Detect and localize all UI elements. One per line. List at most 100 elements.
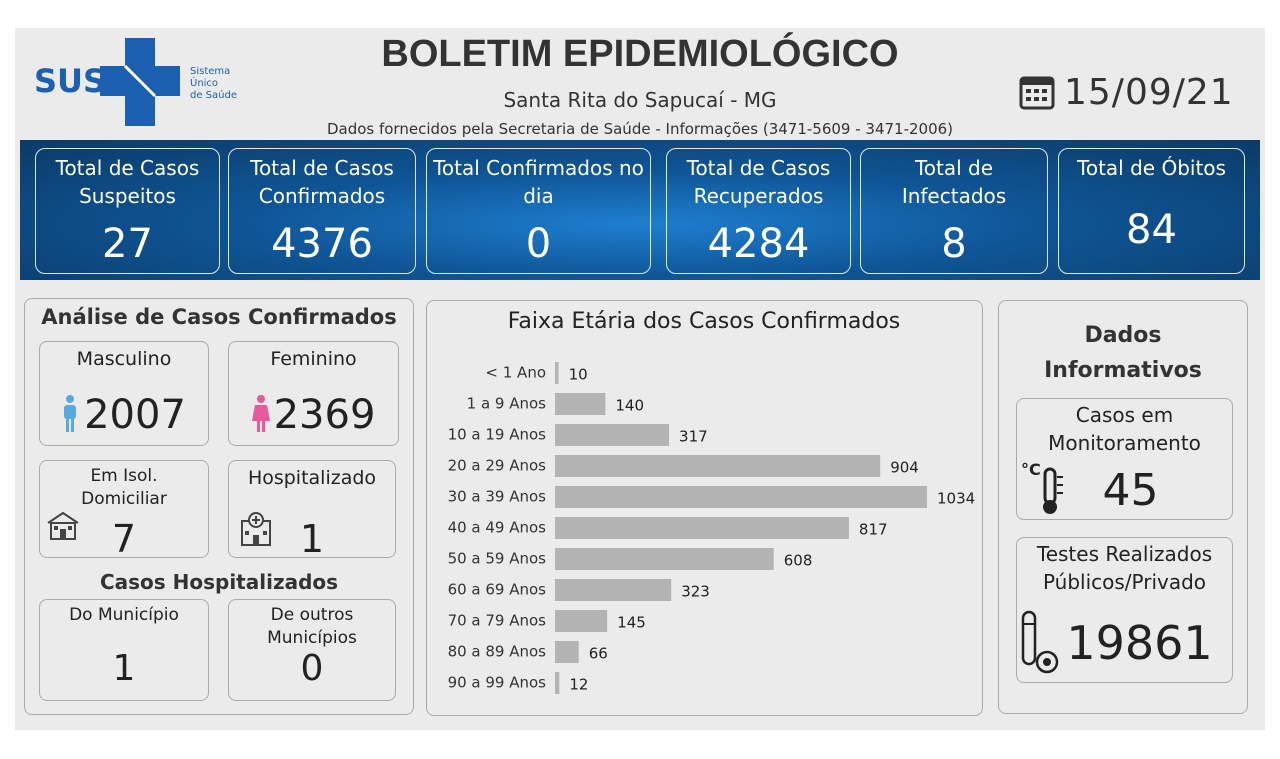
total-value: 4376 — [271, 221, 373, 267]
icon — [252, 395, 270, 432]
category-label: < 1 Ano — [485, 364, 546, 382]
icon — [64, 395, 76, 432]
value-label: 608 — [784, 552, 813, 570]
category-label: 20 a 29 Anos — [448, 457, 547, 475]
stat-label: Em Isol. Domiciliar — [81, 466, 167, 509]
category-label: 50 a 59 Anos — [448, 550, 547, 568]
stat-box: Feminino 2369 — [228, 341, 399, 446]
info-box: Casos em Monitoramento 45 °C — [1016, 398, 1233, 520]
total-label: Total de Óbitos — [1077, 156, 1226, 180]
bar — [555, 362, 559, 384]
total-value: 4284 — [707, 221, 810, 267]
category-label: 1 a 9 Anos — [467, 395, 547, 413]
stat-box: Hospitalizado 1 — [228, 460, 396, 561]
total-box: Total de Óbitos 84 — [1058, 148, 1245, 274]
value-label: 66 — [589, 645, 608, 663]
total-label: Total de Casos Confirmados — [250, 156, 394, 208]
stat-label: Masculino — [76, 348, 172, 370]
info-panel — [998, 300, 1248, 714]
category-label: 40 a 49 Anos — [448, 519, 547, 537]
bar — [555, 579, 672, 601]
total-value: 27 — [102, 221, 153, 267]
total-box: Total de Casos Confirmados 4376 — [228, 148, 416, 274]
category-label: 60 a 69 Anos — [448, 581, 547, 599]
calendar-icon — [1019, 76, 1055, 110]
bar — [555, 486, 927, 508]
chart-title: Faixa Etária dos Casos Confirmados — [508, 309, 901, 334]
logo-sub: Sistema — [190, 66, 230, 77]
stat-label: Do Município — [69, 605, 179, 625]
info-label: Testes Realizados Públicos/Privado — [1036, 542, 1213, 594]
total-box: Total Confirmados no dia 0 — [426, 148, 651, 274]
icon — [46, 511, 80, 545]
info-box: Testes Realizados Públicos/Privado 19861 — [1016, 537, 1233, 683]
logo-sub: de Saúde — [190, 89, 237, 101]
value-label: 317 — [679, 428, 708, 446]
stat-value: 2369 — [273, 392, 376, 438]
analysis-panel — [24, 298, 414, 715]
icon: °C — [1021, 460, 1063, 514]
icon — [1019, 610, 1063, 684]
total-box: Total de Casos Recuperados 4284 — [666, 148, 851, 274]
panel-title: Dados Informativos — [1044, 323, 1202, 383]
stat-box: Em Isol. Domiciliar 7 — [39, 460, 209, 561]
icon — [239, 511, 273, 551]
category-label: 10 a 19 Anos — [448, 426, 547, 444]
value-label: 12 — [569, 676, 588, 694]
bar — [555, 517, 849, 539]
value-label: 817 — [859, 521, 888, 539]
panel-title: Análise de Casos Confirmados — [41, 305, 397, 329]
category-label: 90 a 99 Anos — [448, 674, 547, 692]
icon — [1021, 610, 1059, 674]
bar — [555, 641, 579, 663]
total-value: 8 — [941, 221, 967, 267]
info-label: Casos em Monitoramento — [1048, 403, 1201, 455]
icon — [251, 394, 271, 438]
title: BOLETIM EPIDEMIOLÓGICO — [381, 33, 899, 75]
chart: Faixa Etária dos Casos Confirmados < 1 A… — [448, 309, 975, 694]
value-label: 10 — [569, 366, 588, 384]
total-label: Total de Casos Suspeitos — [55, 156, 200, 208]
bar — [555, 455, 881, 477]
icon — [47, 511, 79, 540]
category-label: 30 a 39 Anos — [448, 488, 547, 506]
svg-text:°C: °C — [1021, 461, 1041, 479]
stat-value: 7 — [111, 517, 137, 561]
subtitle: Santa Rita do Sapucaí - MG — [503, 88, 777, 112]
total-label: Total de Infectados — [901, 156, 1007, 208]
total-box: Total de Casos Suspeitos 27 — [35, 148, 220, 274]
stat-value: 1 — [299, 517, 325, 561]
logo-sub: Único — [190, 76, 218, 89]
stat-label: Feminino — [270, 348, 357, 370]
bar — [555, 548, 774, 570]
stat-box: Masculino 2007 — [39, 341, 209, 446]
info-value: 45 — [1102, 465, 1159, 516]
value-label: 1034 — [937, 490, 975, 508]
logo: SUS Sistema Único de Saúde — [34, 38, 237, 126]
stat-value: 1 — [112, 648, 136, 689]
icon — [241, 512, 271, 546]
stat-box: De outros Municípios 0 — [228, 599, 396, 701]
stat-label: De outros Municípios — [267, 605, 357, 648]
icon — [62, 394, 78, 438]
total-box: Total de Infectados 8 — [860, 148, 1048, 274]
bar — [555, 610, 608, 632]
value-label: 145 — [617, 614, 646, 632]
category-label: 70 a 79 Anos — [448, 612, 547, 630]
value-label: 904 — [890, 459, 919, 477]
bar — [555, 424, 670, 446]
panel-title: Casos Hospitalizados — [99, 570, 339, 594]
total-value: 0 — [525, 221, 552, 267]
value-label: 323 — [681, 583, 710, 601]
stat-label: Hospitalizado — [247, 467, 377, 489]
total-label: Total de Casos Recuperados — [686, 156, 831, 208]
total-label: Total Confirmados no dia — [433, 156, 644, 208]
value-label: 140 — [615, 397, 644, 415]
stat-box: Do Município 1 — [39, 599, 209, 701]
stat-value: 0 — [300, 648, 324, 689]
icon: °C — [1021, 460, 1065, 521]
logo-text: SUS — [34, 62, 106, 100]
totals-band — [20, 140, 1260, 280]
bar — [555, 393, 606, 415]
